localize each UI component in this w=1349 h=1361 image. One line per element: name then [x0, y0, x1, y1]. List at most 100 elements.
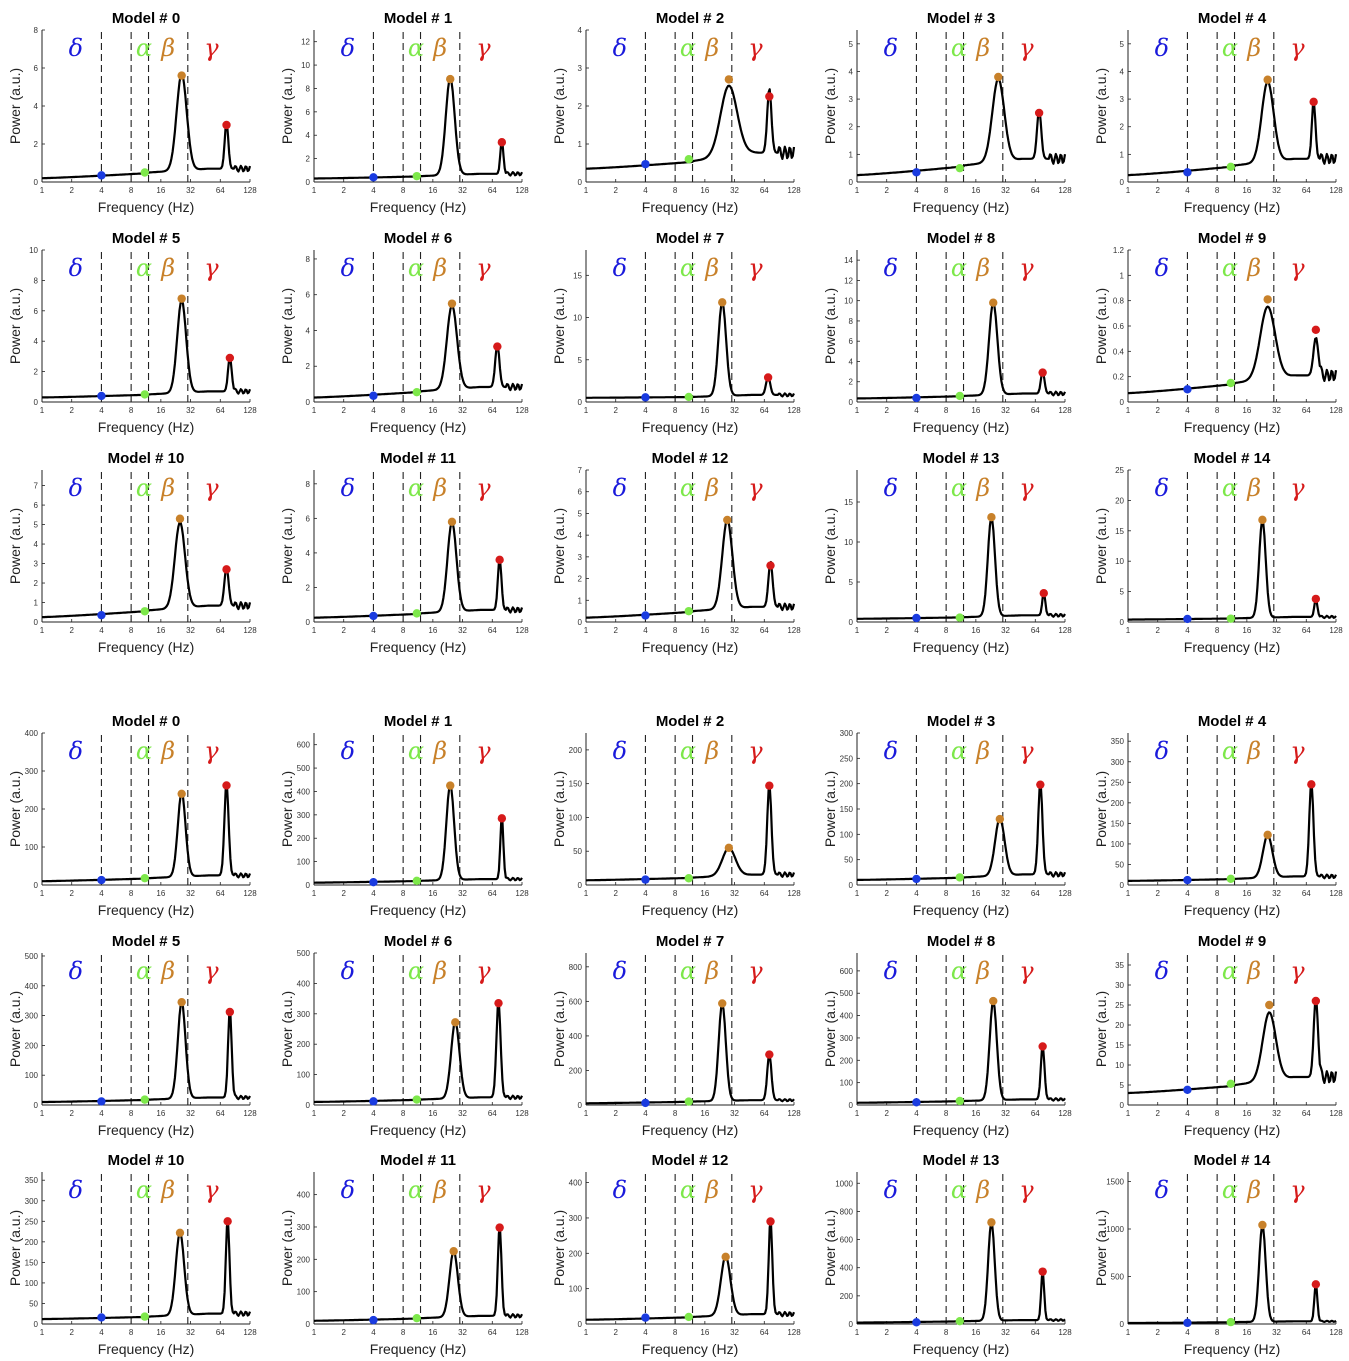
- band-label-alpha: α: [136, 474, 152, 502]
- panel-title: Model # 14: [1194, 450, 1271, 467]
- y-axis-label: Power (a.u.): [279, 1210, 295, 1286]
- y-tick-label: 250: [25, 1217, 39, 1226]
- y-tick-label: 100: [840, 1079, 854, 1088]
- x-tick-label: 2: [613, 1109, 618, 1118]
- spectrum-line: [1128, 519, 1337, 621]
- y-tick-label: 6: [34, 501, 39, 510]
- y-axis-label: Power (a.u.): [551, 508, 567, 584]
- y-tick-label: 4: [578, 531, 583, 540]
- band-label-gamma: γ: [204, 1176, 219, 1204]
- x-axis-label: Frequency (Hz): [98, 199, 194, 215]
- y-tick-label: 5: [1120, 1081, 1125, 1090]
- x-tick-label: 64: [1031, 1328, 1040, 1337]
- x-tick-label: 16: [156, 186, 165, 195]
- panel-title: Model # 10: [108, 450, 185, 467]
- y-tick-label: 100: [25, 1279, 39, 1288]
- spectrum-line: [857, 999, 1066, 1104]
- x-tick-label: 128: [515, 186, 529, 195]
- x-tick-label: 32: [186, 406, 195, 415]
- band-label-gamma: γ: [204, 474, 219, 502]
- x-tick-label: 32: [1001, 186, 1010, 195]
- y-tick-label: 300: [297, 811, 311, 820]
- y-tick-label: 200: [25, 1238, 39, 1247]
- band-label-alpha: α: [951, 34, 967, 62]
- y-tick-label: 5: [849, 40, 854, 49]
- x-tick-label: 2: [884, 406, 889, 415]
- panel-title: Model # 4: [1198, 713, 1267, 730]
- marker-delta: [1183, 385, 1192, 394]
- marker-gamma: [222, 781, 231, 790]
- band-label-alpha: α: [1222, 737, 1238, 765]
- y-tick-label: 100: [25, 843, 39, 852]
- band-label-delta: δ: [1155, 1176, 1169, 1204]
- marker-alpha: [140, 607, 149, 616]
- x-tick-label: 32: [730, 1109, 739, 1118]
- marker-beta: [177, 997, 186, 1007]
- band-label-alpha: α: [408, 737, 424, 765]
- band-label-alpha: α: [951, 957, 967, 985]
- x-tick-label: 8: [129, 889, 134, 898]
- y-tick-label: 400: [569, 1032, 583, 1041]
- marker-beta: [721, 1252, 730, 1262]
- x-axis-label: Frequency (Hz): [370, 1341, 466, 1357]
- x-tick-label: 128: [787, 1109, 801, 1118]
- marker-delta: [912, 874, 921, 884]
- x-tick-label: 4: [99, 186, 104, 195]
- band-label-beta: β: [160, 254, 175, 282]
- panel-title: Model # 1: [384, 713, 452, 730]
- marker-gamma: [225, 1007, 235, 1017]
- band-label-alpha: α: [1222, 254, 1238, 282]
- x-tick-label: 32: [1001, 1328, 1010, 1337]
- x-tick-label: 1: [584, 1328, 589, 1337]
- y-tick-label: 2: [849, 123, 854, 132]
- y-tick-label: 200: [297, 1040, 311, 1049]
- marker-beta: [447, 517, 457, 527]
- band-label-delta: δ: [69, 957, 83, 985]
- x-tick-label: 8: [673, 1328, 678, 1337]
- x-axis-label: Frequency (Hz): [913, 1122, 1009, 1138]
- band-label-beta: β: [432, 737, 447, 765]
- y-tick-label: 500: [297, 764, 311, 773]
- spectrum-line: [1128, 1224, 1337, 1325]
- x-tick-label: 16: [971, 1109, 980, 1118]
- band-label-gamma: γ: [1290, 34, 1305, 62]
- marker-beta: [177, 789, 186, 798]
- x-tick-label: 128: [787, 406, 801, 415]
- x-tick-label: 4: [643, 889, 648, 898]
- y-tick-label: 2: [34, 368, 39, 377]
- band-label-gamma: γ: [204, 737, 219, 765]
- y-tick-label: 6: [34, 307, 39, 316]
- x-tick-label: 32: [1272, 186, 1281, 195]
- x-tick-label: 16: [156, 889, 165, 898]
- x-tick-label: 2: [341, 186, 346, 195]
- x-tick-label: 32: [458, 1109, 467, 1118]
- y-tick-label: 2: [306, 155, 311, 164]
- marker-delta: [912, 1098, 921, 1107]
- y-tick-label: 4: [34, 337, 39, 346]
- x-tick-label: 32: [1272, 889, 1281, 898]
- x-tick-label: 4: [914, 1109, 919, 1118]
- y-tick-label: 100: [569, 1285, 583, 1294]
- band-label-beta: β: [1246, 1176, 1261, 1204]
- marker-gamma: [495, 555, 504, 565]
- x-axis-label: Frequency (Hz): [1184, 419, 1280, 435]
- marker-delta: [912, 613, 921, 623]
- marker-alpha: [140, 1312, 149, 1321]
- y-tick-label: 4: [1120, 67, 1125, 76]
- x-tick-label: 128: [515, 626, 529, 635]
- x-tick-label: 2: [884, 1109, 889, 1118]
- y-tick-label: 1: [578, 596, 583, 605]
- y-axis-label: Power (a.u.): [551, 288, 567, 364]
- band-label-beta: β: [1246, 737, 1261, 765]
- y-tick-label: 6: [34, 64, 39, 73]
- x-tick-label: 8: [1215, 186, 1220, 195]
- marker-delta: [97, 875, 106, 885]
- x-axis-label: Frequency (Hz): [98, 902, 194, 918]
- y-tick-label: 5: [578, 356, 583, 365]
- x-tick-label: 1: [1126, 186, 1131, 195]
- x-tick-label: 64: [216, 186, 225, 195]
- x-tick-label: 16: [1242, 1328, 1251, 1337]
- marker-delta: [369, 1315, 378, 1325]
